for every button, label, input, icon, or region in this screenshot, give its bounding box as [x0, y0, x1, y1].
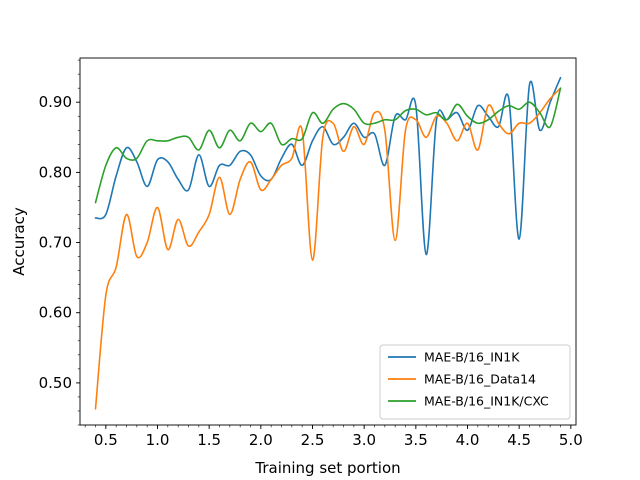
y-axis-title: Accuracy	[10, 207, 28, 276]
y-tick-label: 0.50	[39, 374, 72, 392]
x-tick-label: 4.0	[456, 431, 480, 449]
x-tick-label: 1.5	[197, 431, 221, 449]
x-tick-label: 5.0	[559, 431, 583, 449]
series-line-2	[94, 87, 562, 410]
x-tick-label: 1.0	[146, 431, 170, 449]
legend: MAE-B/16_IN1K MAE-B/16_Data14 MAE-B/16_IN1…	[379, 344, 571, 420]
x-tick-label: 2.0	[249, 431, 273, 449]
y-tick-label: 0.70	[39, 234, 72, 252]
legend-label: MAE-B/16_Data14	[424, 372, 536, 387]
y-tick-label: 0.80	[39, 163, 72, 181]
legend-box	[379, 344, 571, 420]
plot-frame	[79, 57, 577, 426]
y-tick-label: 0.60	[39, 304, 72, 322]
legend-label: MAE-B/16_IN1K/CXC	[424, 394, 549, 409]
x-tick-label: 3.5	[404, 431, 428, 449]
legend-label: MAE-B/16_IN1K	[424, 350, 520, 365]
axes-layer: 0.5 1.0 1.5 2.0 2.5 3.0 3.5 4.0 4.5 5.0 0.50 0.60 0.…	[10, 57, 583, 477]
x-axis-title: Training set portion	[254, 459, 400, 477]
series-line-3	[94, 87, 562, 204]
x-tick-label: 3.0	[352, 431, 376, 449]
series-layer	[94, 76, 562, 410]
x-tick-label: 0.5	[94, 431, 118, 449]
x-tick-label: 4.5	[507, 431, 531, 449]
y-tick-label: 0.90	[39, 93, 72, 111]
x-tick-label: 2.5	[301, 431, 325, 449]
